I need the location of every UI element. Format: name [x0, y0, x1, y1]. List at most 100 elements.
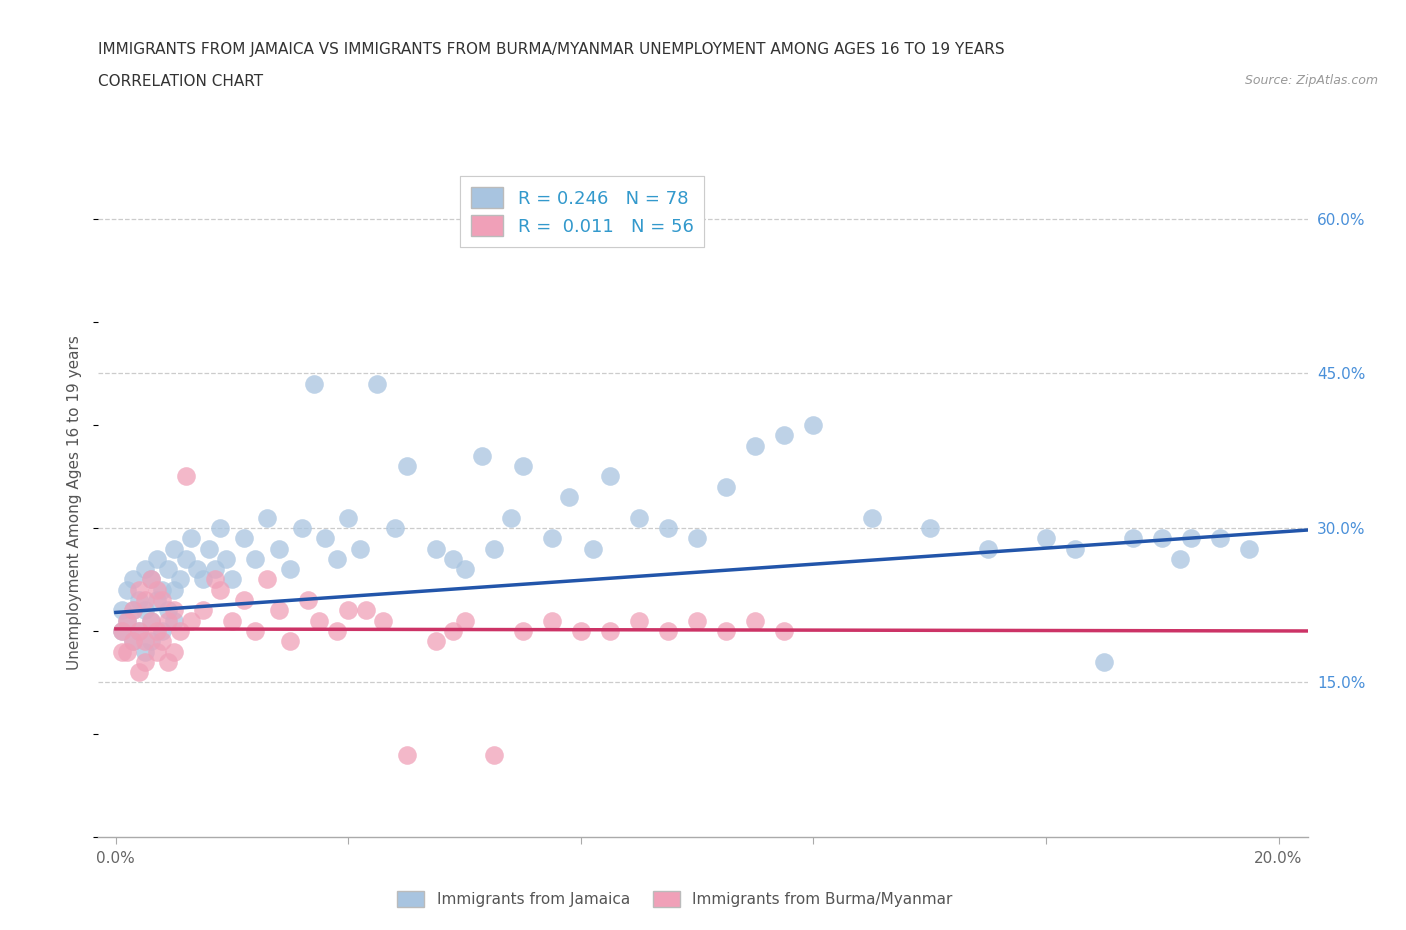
Point	[977, 541, 1000, 556]
Point	[773, 623, 796, 638]
Point	[111, 623, 134, 638]
Point	[425, 634, 447, 649]
Point	[512, 458, 534, 473]
Point	[803, 418, 825, 432]
Point	[1209, 531, 1232, 546]
Point	[150, 634, 173, 649]
Point	[111, 623, 134, 638]
Point	[256, 572, 278, 587]
Point	[122, 634, 145, 649]
Point	[384, 521, 406, 536]
Point	[354, 603, 377, 618]
Point	[180, 613, 202, 628]
Point	[145, 644, 167, 659]
Point	[139, 572, 162, 587]
Point	[117, 613, 139, 628]
Point	[221, 572, 243, 587]
Point	[128, 623, 150, 638]
Point	[773, 428, 796, 443]
Point	[145, 623, 167, 638]
Point	[395, 747, 418, 762]
Point	[918, 521, 941, 536]
Text: CORRELATION CHART: CORRELATION CHART	[98, 74, 263, 89]
Text: IMMIGRANTS FROM JAMAICA VS IMMIGRANTS FROM BURMA/MYANMAR UNEMPLOYMENT AMONG AGES: IMMIGRANTS FROM JAMAICA VS IMMIGRANTS FR…	[98, 42, 1005, 57]
Point	[267, 541, 290, 556]
Point	[163, 613, 186, 628]
Point	[1035, 531, 1057, 546]
Point	[297, 592, 319, 607]
Point	[1092, 655, 1115, 670]
Point	[111, 603, 134, 618]
Point	[139, 572, 162, 587]
Point	[314, 531, 336, 546]
Point	[150, 623, 173, 638]
Point	[337, 603, 360, 618]
Text: Source: ZipAtlas.com: Source: ZipAtlas.com	[1244, 74, 1378, 87]
Point	[180, 531, 202, 546]
Point	[540, 531, 562, 546]
Point	[267, 603, 290, 618]
Point	[482, 541, 505, 556]
Point	[128, 623, 150, 638]
Point	[425, 541, 447, 556]
Point	[157, 655, 180, 670]
Point	[366, 377, 388, 392]
Point	[1168, 551, 1191, 566]
Point	[373, 613, 395, 628]
Point	[540, 613, 562, 628]
Point	[278, 562, 301, 577]
Point	[139, 613, 162, 628]
Point	[134, 603, 156, 618]
Point	[134, 655, 156, 670]
Point	[134, 592, 156, 607]
Point	[716, 479, 738, 494]
Point	[558, 489, 581, 504]
Point	[349, 541, 371, 556]
Point	[122, 603, 145, 618]
Point	[628, 511, 651, 525]
Point	[134, 562, 156, 577]
Point	[1180, 531, 1202, 546]
Point	[117, 582, 139, 597]
Point	[395, 458, 418, 473]
Point	[163, 644, 186, 659]
Point	[209, 521, 232, 536]
Point	[128, 592, 150, 607]
Point	[139, 634, 162, 649]
Point	[569, 623, 592, 638]
Point	[471, 448, 494, 463]
Point	[134, 634, 156, 649]
Point	[163, 582, 186, 597]
Point	[139, 613, 162, 628]
Point	[291, 521, 314, 536]
Point	[308, 613, 330, 628]
Y-axis label: Unemployment Among Ages 16 to 19 years: Unemployment Among Ages 16 to 19 years	[67, 335, 83, 670]
Point	[245, 623, 267, 638]
Point	[441, 623, 464, 638]
Point	[1239, 541, 1261, 556]
Point	[186, 562, 208, 577]
Point	[157, 562, 180, 577]
Point	[150, 592, 173, 607]
Point	[157, 613, 180, 628]
Point	[134, 644, 156, 659]
Point	[204, 562, 226, 577]
Point	[1122, 531, 1144, 546]
Point	[145, 551, 167, 566]
Point	[150, 582, 173, 597]
Point	[145, 592, 167, 607]
Point	[122, 634, 145, 649]
Point	[174, 551, 197, 566]
Point	[209, 582, 232, 597]
Point	[302, 377, 325, 392]
Point	[657, 623, 679, 638]
Point	[501, 511, 523, 525]
Point	[111, 644, 134, 659]
Point	[117, 644, 139, 659]
Point	[122, 572, 145, 587]
Point	[482, 747, 505, 762]
Point	[215, 551, 238, 566]
Point	[163, 541, 186, 556]
Point	[744, 438, 766, 453]
Legend: R = 0.246   N = 78, R =  0.011   N = 56: R = 0.246 N = 78, R = 0.011 N = 56	[460, 177, 704, 247]
